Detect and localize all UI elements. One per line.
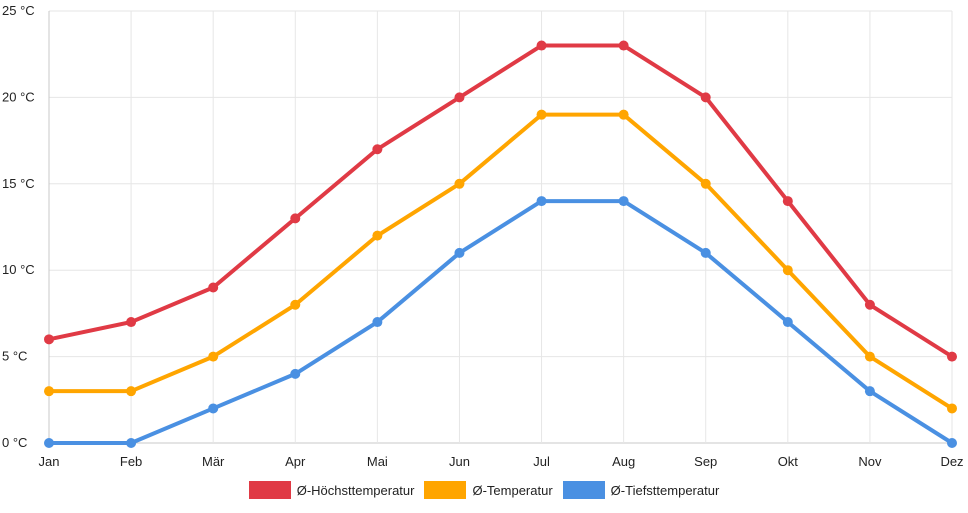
x-tick-label: Jun [449,454,470,469]
data-point[interactable] [536,109,547,120]
data-point[interactable] [618,40,629,51]
data-point[interactable] [947,351,957,362]
data-point[interactable] [290,299,301,310]
x-tick-label: Apr [285,454,306,469]
legend-swatch-min-temperature [562,481,605,499]
y-tick-label: 15 °C [2,176,35,191]
x-tick-label: Mär [202,454,225,469]
data-point[interactable] [208,282,219,293]
legend-item-min-temperature[interactable]: Ø-Tiefsttemperatur [562,481,720,499]
chart-legend: Ø-Höchsttemperatur Ø-Temperatur Ø-Tiefst… [0,481,968,499]
data-point[interactable] [372,230,383,241]
series-line-0 [47,43,954,359]
x-tick-label: Aug [612,454,635,469]
legend-swatch-max-temperature [248,481,291,499]
x-tick-label: Dez [940,454,963,469]
grid-layer [48,10,953,444]
data-point[interactable] [618,109,629,120]
data-point[interactable] [290,368,301,379]
data-point[interactable] [126,317,137,328]
x-tick-label: Jan [39,454,60,469]
data-point[interactable] [454,92,465,103]
data-point[interactable] [536,40,547,51]
data-point[interactable] [372,317,383,328]
x-tick-label: Jul [533,454,550,469]
data-point[interactable] [454,178,465,189]
data-point[interactable] [700,178,711,189]
series-layer [44,40,957,448]
data-point[interactable] [864,299,875,310]
data-point[interactable] [618,196,629,207]
data-point[interactable] [126,386,137,397]
data-point[interactable] [208,403,219,414]
data-point[interactable] [947,438,957,448]
legend-label-min-temperature: Ø-Tiefsttemperatur [610,482,720,498]
data-point[interactable] [208,351,219,362]
data-point[interactable] [700,92,711,103]
x-tick-label: Feb [120,454,142,469]
y-tick-label: 0 °C [2,435,27,450]
series-line-1 [47,112,954,411]
y-tick-label: 5 °C [2,349,27,364]
data-point[interactable] [782,317,793,328]
data-point[interactable] [947,403,957,414]
data-point[interactable] [126,438,137,448]
data-point[interactable] [864,386,875,397]
data-point[interactable] [44,386,54,397]
data-point[interactable] [782,265,793,276]
legend-label-avg-temperature: Ø-Temperatur [472,482,553,498]
y-tick-label: 20 °C [2,89,35,104]
legend-item-avg-temperature[interactable]: Ø-Temperatur [424,481,553,499]
data-point[interactable] [782,196,793,207]
x-tick-label: Mai [367,454,388,469]
data-point[interactable] [454,247,465,258]
data-point[interactable] [44,334,54,345]
legend-swatch-avg-temperature [424,481,467,499]
legend-item-max-temperature[interactable]: Ø-Höchsttemperatur [248,481,415,499]
x-tick-label: Nov [858,454,882,469]
data-point[interactable] [372,144,383,155]
data-point[interactable] [290,213,301,224]
axis-layer: 0 °C 5 °C 10 °C 15 °C 20 °C 25 °C Jan Feb Mär Apr… [2,3,964,469]
x-tick-label: Okt [778,454,799,469]
series-line-2 [47,199,954,445]
data-point[interactable] [700,247,711,258]
y-tick-label: 10 °C [2,262,35,277]
x-tick-label: Sep [694,454,717,469]
data-point[interactable] [536,196,547,207]
data-point[interactable] [44,438,54,448]
legend-label-max-temperature: Ø-Höchsttemperatur [296,482,415,498]
y-tick-label: 25 °C [2,3,35,18]
data-point[interactable] [864,351,875,362]
